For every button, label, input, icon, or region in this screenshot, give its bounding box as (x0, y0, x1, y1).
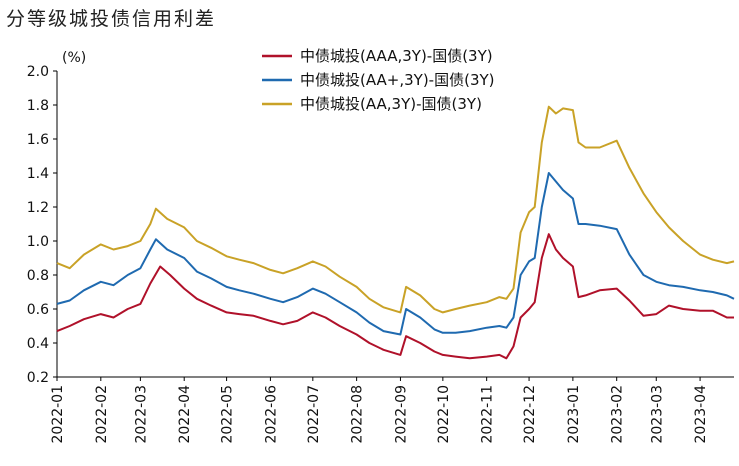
legend-label: 中债城投(AA+,3Y)-国债(3Y) (300, 71, 495, 89)
x-tick-label: 2022-10 (436, 385, 452, 444)
y-tick-label: 1.2 (27, 200, 49, 216)
series-line-0 (57, 234, 734, 358)
y-tick-label: 1.8 (27, 98, 49, 114)
series-lines (57, 107, 734, 359)
y-axis: 2.0 1.8 1.6 1.4 1.2 1.0 0.8 0.6 0.4 0.2 (27, 64, 57, 386)
x-tick-label: 2022-03 (133, 385, 149, 444)
y-tick-label: 1.4 (27, 166, 49, 182)
x-tick-label: 2023-03 (649, 385, 665, 444)
y-tick-label: 1.0 (27, 234, 49, 250)
x-tick-label: 2022-02 (94, 385, 110, 444)
y-tick-label: 1.6 (27, 132, 49, 148)
x-tick-label: 2022-01 (50, 385, 66, 444)
x-axis: 2022-01 2022-02 2022-03 2022-04 2022-05 2022-… (50, 377, 734, 444)
x-tick-label: 2022-11 (480, 385, 496, 444)
x-tick-label: 2022-07 (306, 385, 322, 444)
x-tick-label: 2022-05 (220, 385, 236, 444)
legend: 中债城投(AAA,3Y)-国债(3Y) 中债城投(AA+,3Y)-国债(3Y) 中债… (262, 47, 495, 113)
x-tick-label: 2022-06 (263, 385, 279, 444)
x-tick-label: 2023-02 (610, 385, 626, 444)
y-tick-label: 0.4 (27, 336, 49, 352)
y-axis-label: (%) (62, 50, 86, 66)
y-tick-label: 0.6 (27, 302, 49, 318)
legend-label: 中债城投(AAA,3Y)-国债(3Y) (300, 47, 493, 65)
legend-label: 中债城投(AA,3Y)-国债(3Y) (300, 95, 482, 113)
series-line-2 (57, 107, 734, 313)
y-tick-label: 2.0 (27, 64, 49, 80)
y-tick-label: 0.8 (27, 268, 49, 284)
y-tick-label: 0.2 (27, 370, 49, 386)
x-tick-label: 2022-08 (350, 385, 366, 444)
x-tick-label: 2023-04 (693, 385, 709, 444)
x-tick-label: 2023-01 (566, 385, 582, 444)
x-tick-label: 2022-12 (522, 385, 538, 444)
x-tick-label: 2022-04 (177, 385, 193, 444)
x-tick-label: 2022-09 (393, 385, 409, 444)
